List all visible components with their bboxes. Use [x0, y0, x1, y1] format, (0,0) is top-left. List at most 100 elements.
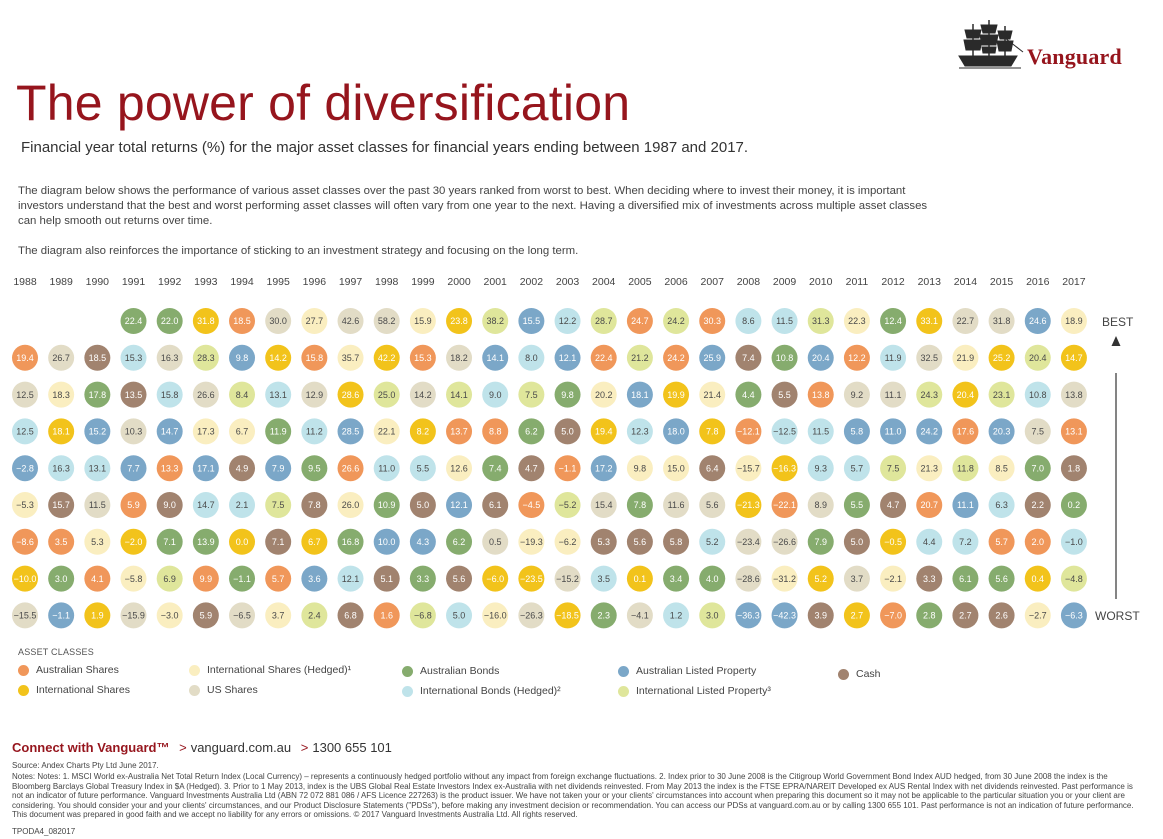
return-dot [265, 418, 292, 445]
return-value-label: 9.8 [634, 463, 647, 473]
return-dot [771, 308, 798, 334]
return-value-label: 8.0 [525, 353, 538, 363]
return-dot [482, 308, 509, 334]
year-label: 1996 [303, 276, 327, 288]
return-value-label: 7.5 [525, 390, 538, 400]
return-value-label: −12.1 [737, 427, 760, 437]
return-dot [229, 565, 256, 592]
return-value-label: −2.1 [884, 574, 902, 584]
return-dot [988, 381, 1015, 408]
return-dot [446, 602, 473, 629]
return-value-label: 8.8 [489, 427, 502, 437]
return-value-label: 20.3 [993, 427, 1011, 437]
return-dot [771, 565, 798, 592]
return-value-label: 26.0 [342, 500, 360, 510]
return-dot [843, 344, 870, 371]
return-dot [807, 381, 834, 408]
return-value-label: 2.7 [959, 611, 972, 621]
return-value-label: 2.7 [851, 611, 864, 621]
return-value-label: 15.4 [595, 500, 613, 510]
return-value-label: 19.9 [667, 390, 685, 400]
legend-swatch [618, 665, 629, 677]
return-dot [12, 418, 38, 445]
return-value-label: 24.2 [920, 427, 938, 437]
return-dot [192, 492, 219, 518]
return-value-label: 3.0 [706, 611, 719, 621]
return-value-label: 15.5 [523, 316, 541, 326]
return-value-label: 58.2 [378, 316, 396, 326]
return-dot [337, 528, 364, 555]
return-dot [12, 455, 38, 482]
return-dot [735, 381, 762, 408]
legend-item-international-listed-property: International Listed Property³ [618, 685, 771, 697]
return-value-label: 3.4 [670, 574, 683, 584]
return-value-label: 26.6 [342, 463, 360, 473]
return-value-label: 15.7 [52, 500, 70, 510]
legend-label: International Bonds (Hedged)² [420, 685, 561, 697]
return-dot [120, 455, 147, 482]
return-value-label: 17.3 [197, 427, 215, 437]
return-dot [663, 528, 690, 555]
return-dot [843, 528, 870, 555]
return-value-label: 9.3 [814, 463, 827, 473]
website-link[interactable]: vanguard.com.au [190, 740, 292, 755]
return-dot [48, 455, 75, 482]
worst-label: WORST [1095, 609, 1140, 623]
return-dot [301, 344, 328, 371]
return-value-label: 18.1 [52, 427, 70, 437]
return-value-label: 13.9 [197, 537, 215, 547]
legend-item-us-shares: US Shares [189, 684, 258, 696]
return-dot [771, 344, 798, 371]
return-value-label: −26.6 [773, 537, 796, 547]
return-value-label: 0.0 [236, 537, 249, 547]
return-value-label: 42.6 [342, 316, 360, 326]
return-value-label: 17.1 [197, 463, 215, 473]
return-value-label: 3.7 [272, 611, 285, 621]
return-value-label: 18.2 [450, 353, 468, 363]
return-value-label: 5.5 [778, 390, 791, 400]
return-value-label: 12.5 [16, 427, 34, 437]
return-dot [735, 602, 762, 629]
return-dot [626, 492, 653, 518]
return-dot [626, 308, 653, 334]
return-value-label: −31.2 [773, 574, 796, 584]
strategy-paragraph: The diagram also reinforces the importan… [18, 245, 579, 257]
return-value-label: 4.4 [923, 537, 936, 547]
return-dot [807, 602, 834, 629]
return-value-label: −0.5 [884, 537, 902, 547]
return-dot [48, 344, 75, 371]
return-dot [192, 308, 219, 334]
year-label: 2011 [846, 276, 869, 288]
return-value-label: 0.4 [1032, 574, 1045, 584]
return-value-label: 12.2 [848, 353, 866, 363]
year-label: 1988 [13, 276, 37, 288]
return-dot [409, 455, 436, 482]
return-dot [1024, 528, 1051, 555]
return-value-label: 32.5 [920, 353, 938, 363]
return-dot [518, 602, 545, 629]
return-value-label: −19.3 [520, 537, 543, 547]
return-dot [554, 344, 581, 371]
return-value-label: 13.7 [450, 427, 468, 437]
phone-link[interactable]: 1300 655 101 [312, 740, 392, 755]
legend-item-international-shares: International Shares [18, 684, 130, 696]
return-dot [48, 381, 75, 408]
return-dot [48, 492, 75, 518]
return-dot [663, 455, 690, 482]
return-value-label: −10.0 [14, 574, 37, 584]
year-label: 1990 [86, 276, 110, 288]
return-dot [373, 492, 400, 518]
return-dot [626, 418, 653, 445]
return-dot [952, 344, 979, 371]
return-value-label: −5.8 [125, 574, 143, 584]
return-value-label: 5.0 [453, 611, 466, 621]
return-value-label: 10.3 [125, 427, 143, 437]
return-value-label: −26.3 [520, 611, 543, 621]
return-dot [880, 565, 907, 592]
connect-bar: Connect with Vanguard™ > vanguard.com.au … [12, 740, 392, 755]
return-dot [916, 602, 943, 629]
return-dot [1060, 308, 1087, 334]
return-dot [482, 344, 509, 371]
return-value-label: 7.1 [163, 537, 176, 547]
return-dot [156, 344, 183, 371]
